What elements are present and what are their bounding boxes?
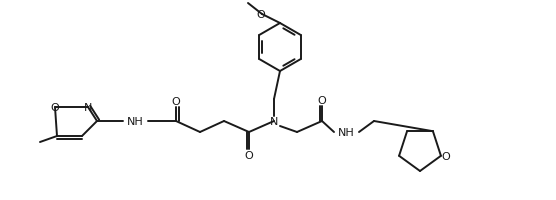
Text: O: O xyxy=(245,150,254,160)
Text: O: O xyxy=(441,151,450,161)
Text: NH: NH xyxy=(337,127,354,137)
Text: O: O xyxy=(317,96,326,105)
Text: O: O xyxy=(257,10,265,20)
Text: O: O xyxy=(51,102,59,112)
Text: N: N xyxy=(84,102,92,112)
Text: O: O xyxy=(172,97,180,106)
Text: NH: NH xyxy=(127,116,143,126)
Text: N: N xyxy=(270,116,278,126)
